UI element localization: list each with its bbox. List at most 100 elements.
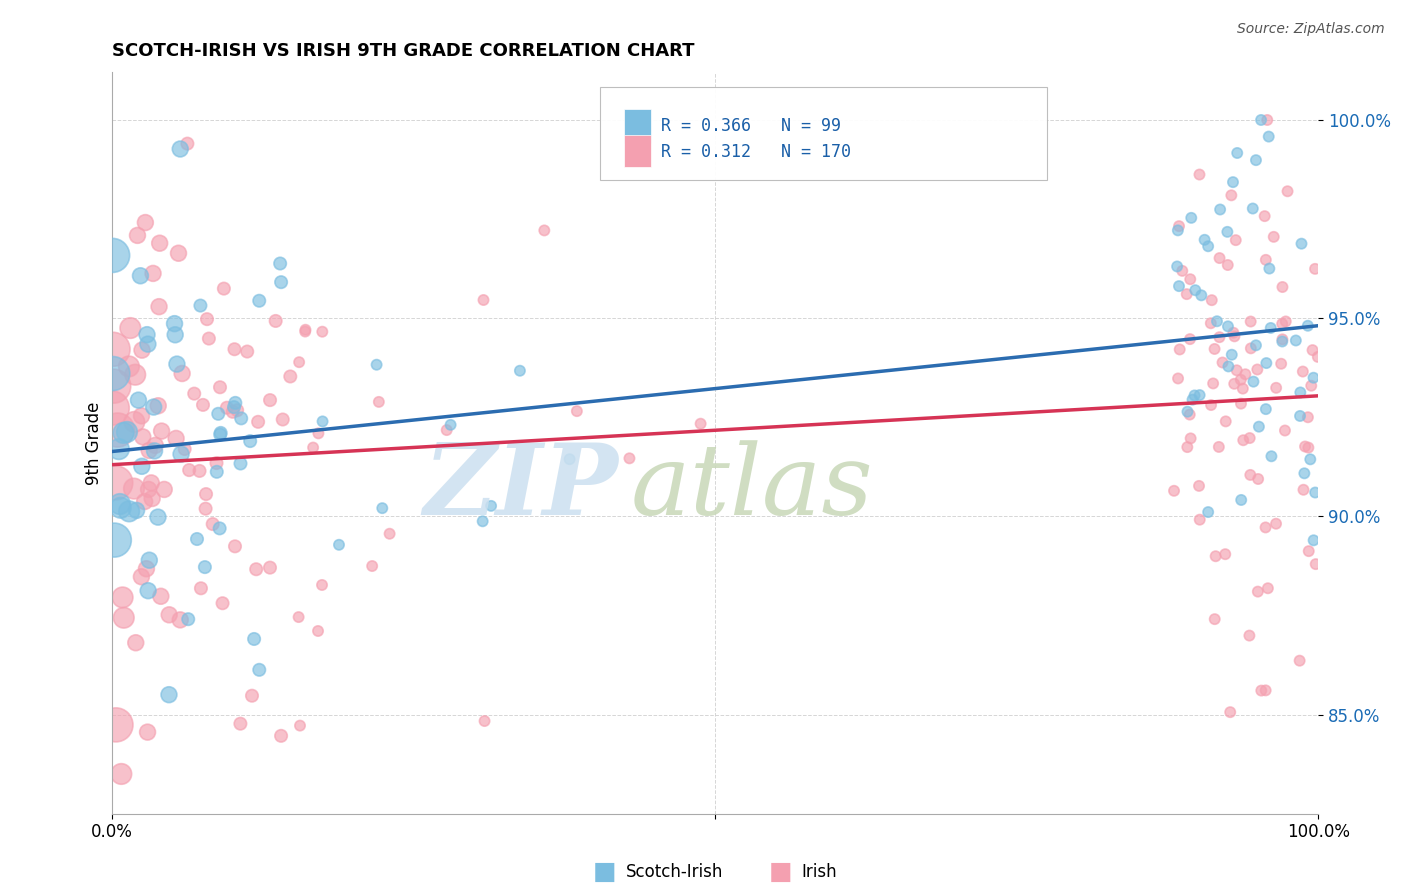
- Point: [1239, 431, 1261, 445]
- Point: [509, 364, 531, 378]
- Point: [270, 275, 292, 289]
- Point: [1296, 318, 1319, 333]
- Point: [190, 299, 212, 313]
- Point: [367, 395, 389, 409]
- Point: [209, 427, 232, 442]
- Point: [1254, 683, 1277, 698]
- Point: [1244, 153, 1267, 168]
- Point: [474, 714, 496, 728]
- Point: [205, 456, 228, 470]
- Point: [138, 443, 160, 458]
- Point: [1292, 365, 1315, 379]
- Point: [1197, 505, 1219, 519]
- Point: [1234, 368, 1257, 382]
- Point: [1247, 419, 1270, 434]
- Point: [208, 521, 231, 535]
- Point: [209, 425, 232, 440]
- Point: [1194, 233, 1216, 247]
- Point: [307, 426, 329, 441]
- Point: [1256, 113, 1278, 128]
- Point: [1201, 293, 1223, 308]
- Point: [1175, 287, 1198, 301]
- Point: [229, 716, 252, 731]
- Point: [1271, 280, 1294, 294]
- Text: Scotch-Irish: Scotch-Irish: [626, 863, 723, 881]
- Point: [1254, 402, 1277, 417]
- Point: [115, 425, 138, 439]
- Point: [1239, 629, 1261, 643]
- Point: [1294, 440, 1316, 454]
- Point: [163, 317, 186, 331]
- Point: [111, 591, 134, 605]
- Point: [245, 562, 267, 576]
- Point: [1240, 342, 1263, 356]
- Point: [1163, 483, 1185, 498]
- Point: [271, 412, 294, 426]
- Point: [177, 612, 200, 626]
- Point: [1244, 338, 1267, 352]
- Point: [198, 332, 221, 346]
- Point: [169, 613, 191, 627]
- Point: [112, 425, 135, 440]
- Point: [1205, 549, 1227, 564]
- Text: SCOTCH-IRISH VS IRISH 9TH GRADE CORRELATION CHART: SCOTCH-IRISH VS IRISH 9TH GRADE CORRELAT…: [111, 42, 695, 60]
- Point: [201, 517, 224, 532]
- Point: [179, 463, 201, 477]
- Point: [149, 236, 172, 251]
- Point: [247, 415, 270, 429]
- Point: [1208, 440, 1230, 454]
- Point: [1292, 483, 1315, 497]
- Point: [1208, 251, 1230, 265]
- Text: Irish: Irish: [801, 863, 837, 881]
- Text: ZIP: ZIP: [423, 439, 619, 536]
- Point: [1258, 261, 1281, 276]
- Point: [1218, 359, 1240, 374]
- Point: [205, 465, 228, 479]
- Point: [149, 589, 172, 603]
- Point: [125, 503, 148, 517]
- Point: [125, 636, 148, 650]
- Point: [165, 327, 187, 342]
- Point: [1298, 544, 1320, 558]
- Point: [311, 325, 333, 339]
- Point: [1243, 375, 1265, 389]
- Point: [1250, 683, 1272, 698]
- Point: [1247, 472, 1270, 486]
- Point: [136, 327, 159, 342]
- Point: [1175, 440, 1198, 454]
- Point: [288, 718, 311, 732]
- Y-axis label: 9th Grade: 9th Grade: [86, 401, 103, 484]
- Point: [1181, 392, 1204, 407]
- Point: [1240, 314, 1263, 328]
- Point: [101, 367, 124, 381]
- Point: [1213, 547, 1236, 561]
- Point: [1254, 520, 1277, 534]
- Point: [307, 624, 329, 638]
- Point: [222, 405, 245, 419]
- Point: [1294, 467, 1316, 481]
- Point: [134, 216, 156, 230]
- Point: [103, 379, 125, 393]
- Point: [169, 142, 191, 156]
- Point: [565, 404, 588, 418]
- Point: [157, 688, 180, 702]
- Point: [101, 401, 124, 415]
- Point: [138, 553, 160, 567]
- Point: [1298, 441, 1320, 455]
- Point: [1296, 410, 1319, 425]
- Point: [1188, 388, 1211, 402]
- Point: [167, 246, 190, 260]
- Point: [1208, 330, 1230, 344]
- Point: [136, 583, 159, 598]
- Text: R = 0.312   N = 170: R = 0.312 N = 170: [661, 144, 851, 161]
- Point: [120, 321, 142, 335]
- Point: [127, 228, 149, 243]
- Point: [1277, 184, 1299, 198]
- Point: [188, 464, 211, 478]
- Point: [1305, 557, 1327, 571]
- Point: [371, 501, 394, 516]
- Point: [1257, 129, 1279, 144]
- Point: [533, 223, 555, 237]
- Point: [127, 393, 149, 408]
- Point: [208, 380, 231, 394]
